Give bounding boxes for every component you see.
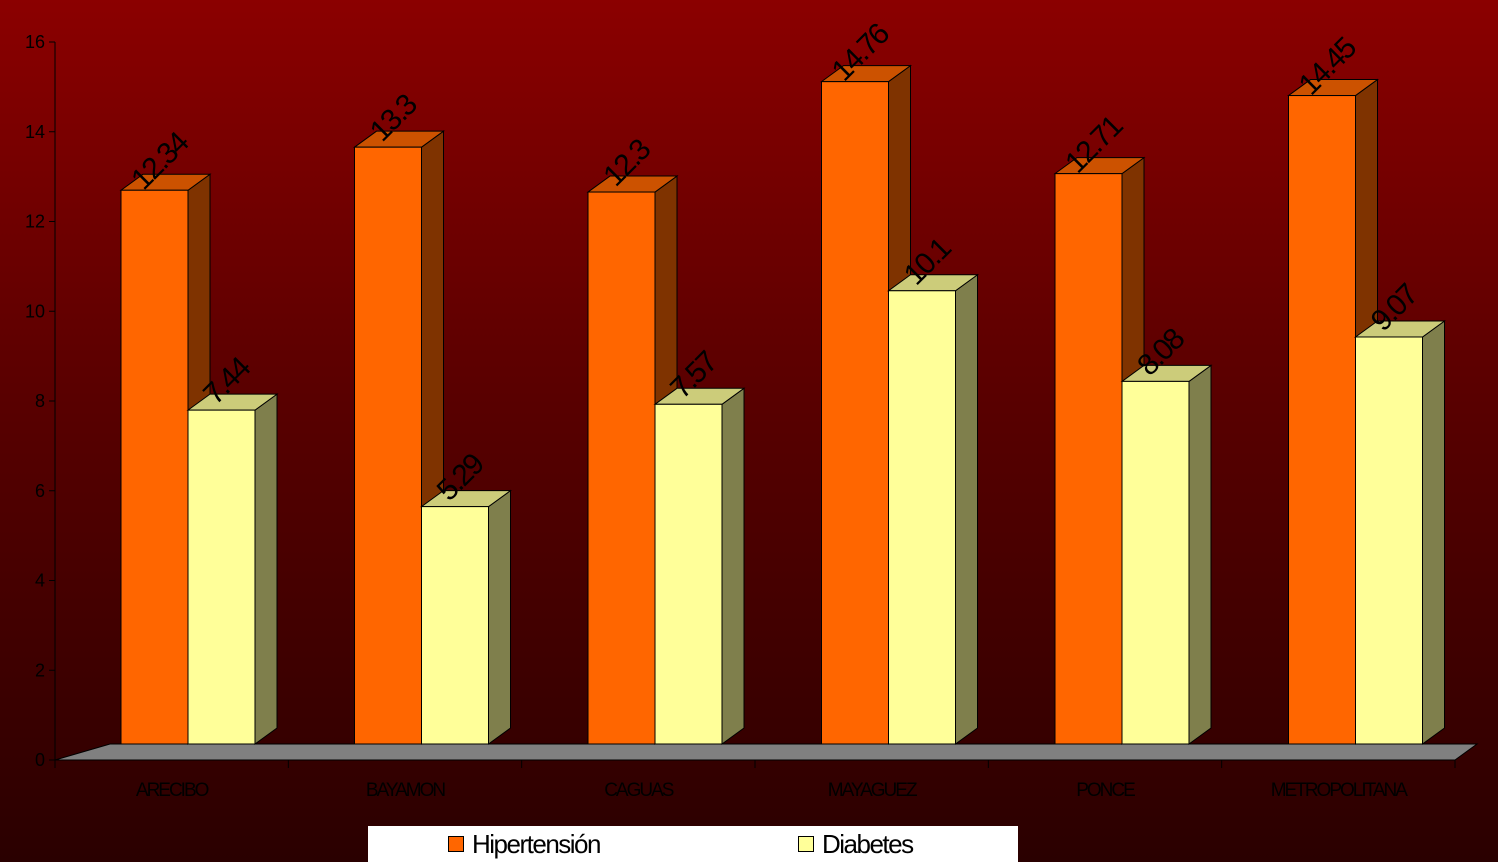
x-tick-label: BAYAMON — [366, 780, 445, 801]
legend: Hipertensión Diabetes — [368, 826, 1018, 862]
x-tick-label: MAYAGUEZ — [828, 780, 918, 801]
bar-diabetes — [888, 290, 956, 745]
bar-hipertension — [1054, 173, 1123, 745]
chart-floor — [54, 743, 1479, 761]
bar-side-diabetes — [721, 387, 745, 745]
y-tick-label: 6 — [35, 481, 45, 501]
bar-hipertension — [354, 146, 422, 745]
legend-label-hipertension: Hipertensión — [472, 828, 601, 859]
y-tick-label: 16 — [25, 32, 45, 52]
y-tick-label: 14 — [25, 122, 45, 142]
x-tick-label: PONCE — [1076, 780, 1135, 801]
legend-item-hipertension: Hipertensión — [448, 828, 601, 859]
bar-side-diabetes — [1188, 364, 1212, 745]
bar-diabetes — [1355, 336, 1423, 745]
bar-diabetes — [654, 403, 723, 745]
bar-diabetes — [1121, 380, 1190, 745]
x-tick-label: METROPOLITANA — [1271, 780, 1408, 801]
x-tick-label: CAGUAS — [604, 780, 674, 801]
bar-side-diabetes — [254, 393, 278, 745]
x-tick-label: ARECIBO — [136, 780, 209, 801]
legend-item-diabetes: Diabetes — [798, 828, 914, 859]
bar-hipertension — [821, 81, 889, 745]
y-tick-label: 10 — [25, 301, 45, 321]
bar-side-diabetes — [1422, 320, 1445, 745]
bar-side-diabetes — [955, 273, 978, 745]
y-tick-label: 8 — [35, 391, 45, 411]
bar-diabetes — [421, 506, 489, 745]
legend-label-diabetes: Diabetes — [822, 828, 914, 859]
legend-swatch-hipertension — [448, 836, 464, 852]
y-tick-label: 0 — [35, 750, 45, 770]
y-tick-label: 12 — [25, 212, 45, 232]
bar-hipertension — [1288, 95, 1356, 745]
legend-swatch-diabetes — [798, 836, 814, 852]
y-tick-label: 2 — [35, 660, 45, 680]
y-tick-label: 4 — [35, 571, 45, 591]
bar-side-diabetes — [488, 489, 511, 745]
bar-hipertension — [120, 189, 189, 745]
bar-hipertension — [587, 191, 656, 745]
bar-diabetes — [187, 409, 256, 745]
